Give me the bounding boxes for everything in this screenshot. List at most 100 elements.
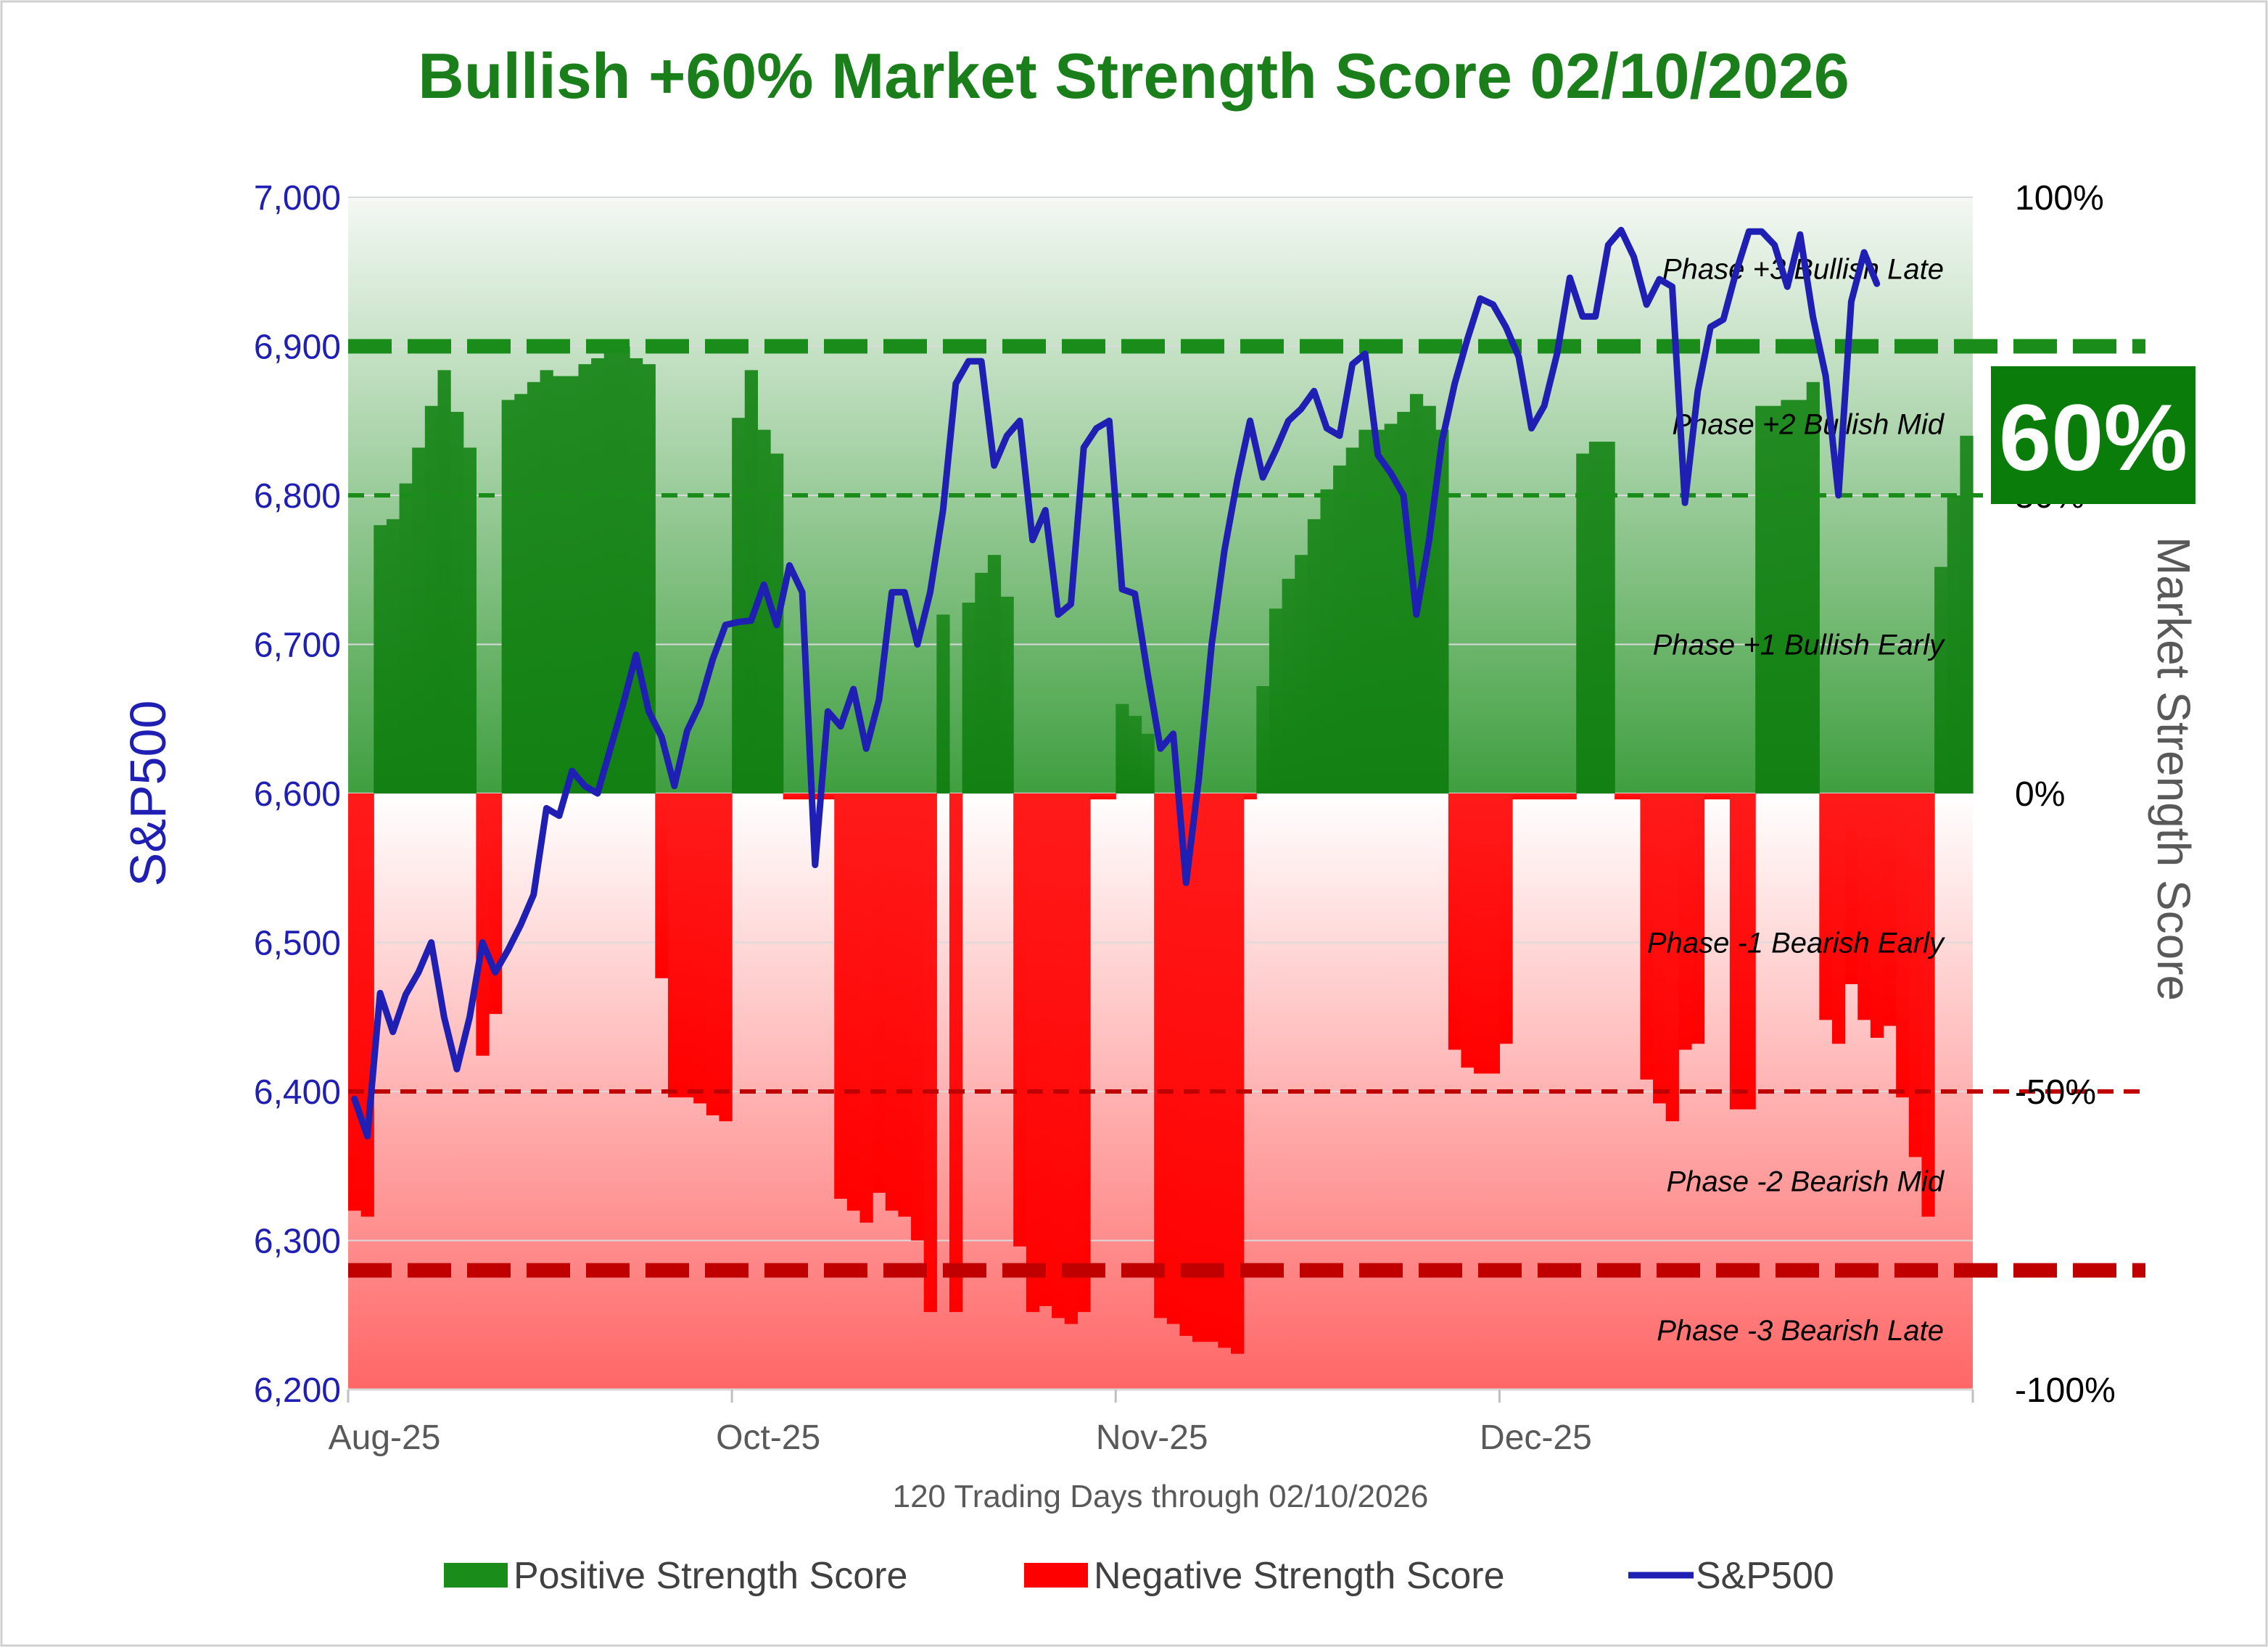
positive-strength-bar bbox=[603, 346, 617, 793]
positive-strength-bar bbox=[374, 525, 387, 793]
right-axis-tick-label: 100% bbox=[2015, 179, 2104, 218]
sp500-line bbox=[351, 226, 1881, 1140]
negative-strength-bar bbox=[1499, 793, 1513, 1044]
positive-strength-bar bbox=[437, 370, 451, 793]
negative-strength-bar bbox=[796, 793, 809, 800]
negative-strength-bar bbox=[1870, 793, 1884, 1039]
negative-strength-bar bbox=[1844, 793, 1858, 985]
negative-strength-bar bbox=[1192, 793, 1206, 1342]
negative-strength-bar bbox=[476, 793, 490, 1056]
x-axis-ticks: Aug-25 Oct-25 Nov-25 Dec-25 bbox=[329, 1390, 1974, 1457]
negative-strength-bar bbox=[1665, 793, 1679, 1122]
negative-strength-bar bbox=[1691, 793, 1705, 1044]
positive-strength-bar bbox=[1295, 555, 1308, 793]
legend-swatch-positive bbox=[444, 1563, 508, 1588]
legend-label-positive: Positive Strength Score bbox=[514, 1555, 907, 1597]
legend-swatch-negative bbox=[1024, 1563, 1088, 1588]
positive-strength-bar bbox=[1345, 447, 1359, 793]
negative-strength-bar bbox=[360, 793, 374, 1217]
negative-strength-bar bbox=[1615, 793, 1628, 800]
phase-label: Phase +2 Bullish Mid bbox=[1672, 408, 1945, 440]
positive-strength-bar bbox=[1422, 405, 1436, 793]
left-axis-tick-label: 6,900 bbox=[254, 329, 341, 367]
positive-strength-bar bbox=[1397, 411, 1411, 793]
positive-strength-bar bbox=[1806, 381, 1820, 793]
positive-strength-bar bbox=[1755, 405, 1769, 793]
positive-strength-bar bbox=[553, 376, 566, 793]
positive-strength-bar bbox=[744, 370, 759, 793]
positive-strength-bar bbox=[630, 358, 643, 793]
current-score-badge-text: 60% bbox=[1999, 384, 2187, 490]
positive-strength-bar bbox=[1960, 435, 1974, 793]
negative-strength-bar bbox=[667, 793, 682, 1098]
left-axis-tick-label: 6,700 bbox=[254, 627, 341, 665]
negative-strength-bar bbox=[1039, 793, 1052, 1306]
negative-strength-bar bbox=[1218, 793, 1232, 1348]
negative-strength-bar bbox=[693, 793, 707, 1104]
positive-strength-bar bbox=[936, 614, 950, 793]
positive-strength-bar bbox=[424, 405, 439, 793]
positive-strength-bar bbox=[501, 400, 515, 793]
negative-strength-bar bbox=[1742, 793, 1756, 1110]
negative-strength-bar bbox=[1717, 793, 1731, 800]
negative-strength-bar bbox=[846, 793, 861, 1211]
phase-label: Phase -1 Bearish Early bbox=[1647, 928, 1946, 959]
negative-strength-bar bbox=[885, 793, 899, 1211]
positive-strength-bar bbox=[399, 483, 413, 793]
positive-strength-bar bbox=[527, 381, 541, 793]
positive-strength-bar bbox=[1320, 489, 1334, 793]
negative-strength-bar bbox=[680, 793, 694, 1098]
negative-strength-bar bbox=[783, 793, 796, 800]
right-axis-title: Market Strength Score bbox=[2148, 537, 2200, 1001]
x-axis-tick-label: Dec-25 bbox=[1480, 1419, 1592, 1457]
positive-strength-bar bbox=[1794, 400, 1807, 793]
positive-strength-bar bbox=[1000, 596, 1014, 793]
negative-strength-bar bbox=[1474, 793, 1488, 1074]
negative-strength-bar bbox=[1653, 793, 1667, 1104]
negative-strength-bar bbox=[808, 793, 822, 800]
negative-strength-bar bbox=[1052, 793, 1065, 1318]
positive-strength-bar bbox=[1269, 608, 1283, 793]
legend-label-negative: Negative Strength Score bbox=[1094, 1555, 1505, 1597]
negative-strength-bar bbox=[1486, 793, 1501, 1074]
phase-label: Phase -3 Bearish Late bbox=[1657, 1315, 1944, 1347]
positive-strength-bar bbox=[987, 555, 1002, 793]
left-axis-tick-label: 6,800 bbox=[254, 477, 341, 516]
negative-strength-bar bbox=[1013, 793, 1027, 1247]
negative-strength-bar bbox=[859, 793, 873, 1223]
left-axis-title: S&P500 bbox=[120, 701, 176, 887]
positive-strength-bar bbox=[1576, 453, 1590, 793]
positive-strength-bar bbox=[962, 602, 976, 793]
negative-strength-bar bbox=[1896, 793, 1910, 1098]
x-axis-tick-label: Nov-25 bbox=[1096, 1419, 1208, 1457]
positive-strength-bar bbox=[1358, 429, 1372, 793]
negative-strength-bar bbox=[1166, 793, 1181, 1324]
negative-strength-bar bbox=[1678, 793, 1692, 1050]
positive-strength-bar bbox=[514, 394, 528, 793]
positive-strength-bar bbox=[1116, 703, 1129, 793]
positive-strength-bar bbox=[1333, 465, 1347, 793]
positive-strength-bar bbox=[1601, 442, 1615, 793]
negative-strength-bar bbox=[1525, 793, 1538, 800]
right-axis-ticks: -100%-50%0%50%100% bbox=[2015, 179, 2116, 1410]
negative-strength-bar bbox=[1026, 793, 1040, 1313]
negative-strength-bar bbox=[1231, 793, 1245, 1354]
x-axis-title: 120 Trading Days through 02/10/2026 bbox=[893, 1479, 1429, 1514]
negative-strength-bar bbox=[911, 793, 925, 1241]
left-axis-ticks: 6,200 6,300 6,400 6,500 6,600 6,700 6,800 6,900… bbox=[254, 179, 341, 1410]
negative-strength-bar bbox=[1179, 793, 1193, 1337]
positive-strength-bar bbox=[1934, 566, 1948, 793]
legend: Positive Strength Score Negative Strengt… bbox=[444, 1555, 1834, 1597]
negative-strength-bar bbox=[1205, 793, 1218, 1342]
negative-strength-bar bbox=[1448, 793, 1462, 1050]
positive-strength-bar bbox=[975, 572, 989, 793]
negative-strength-bar bbox=[719, 793, 733, 1122]
positive-strength-bar bbox=[1768, 405, 1782, 793]
positive-strength-bar bbox=[1781, 400, 1794, 793]
negative-strength-bar bbox=[1538, 793, 1551, 800]
left-axis-tick-label: 6,200 bbox=[254, 1371, 341, 1410]
negative-strength-bar bbox=[1704, 793, 1718, 800]
legend-label-sp500: S&P500 bbox=[1696, 1555, 1834, 1597]
x-axis-tick-label: Oct-25 bbox=[716, 1419, 820, 1457]
